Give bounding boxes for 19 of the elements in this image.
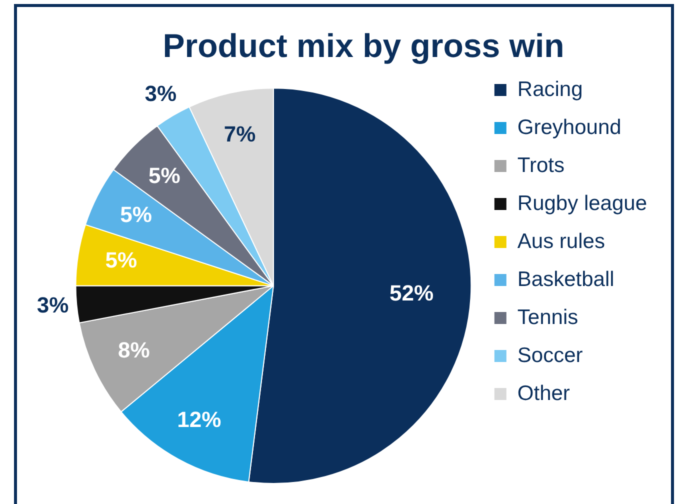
legend-label: Greyhound [517, 116, 622, 139]
data-label: 52% [390, 280, 434, 306]
legend-label: Basketball [517, 268, 614, 291]
data-label: 3% [36, 292, 69, 318]
data-label: 8% [118, 338, 150, 363]
data-label: 5% [105, 248, 138, 273]
data-label: 7% [224, 121, 256, 146]
legend-label: Tennis [517, 306, 578, 329]
legend-label: Soccer [517, 344, 583, 367]
legend-label: Other [517, 382, 570, 405]
legend-label: Rugby league [517, 192, 648, 215]
legend-label: Aus rules [517, 230, 605, 253]
data-label: 12% [177, 406, 222, 432]
data-label: 3% [144, 81, 176, 106]
legend-label: Trots [517, 154, 564, 177]
chart-title: Product mix by gross win [162, 26, 564, 64]
data-label: 5% [120, 202, 152, 227]
data-label: 5% [148, 162, 180, 188]
legend-label: Racing [517, 78, 583, 101]
